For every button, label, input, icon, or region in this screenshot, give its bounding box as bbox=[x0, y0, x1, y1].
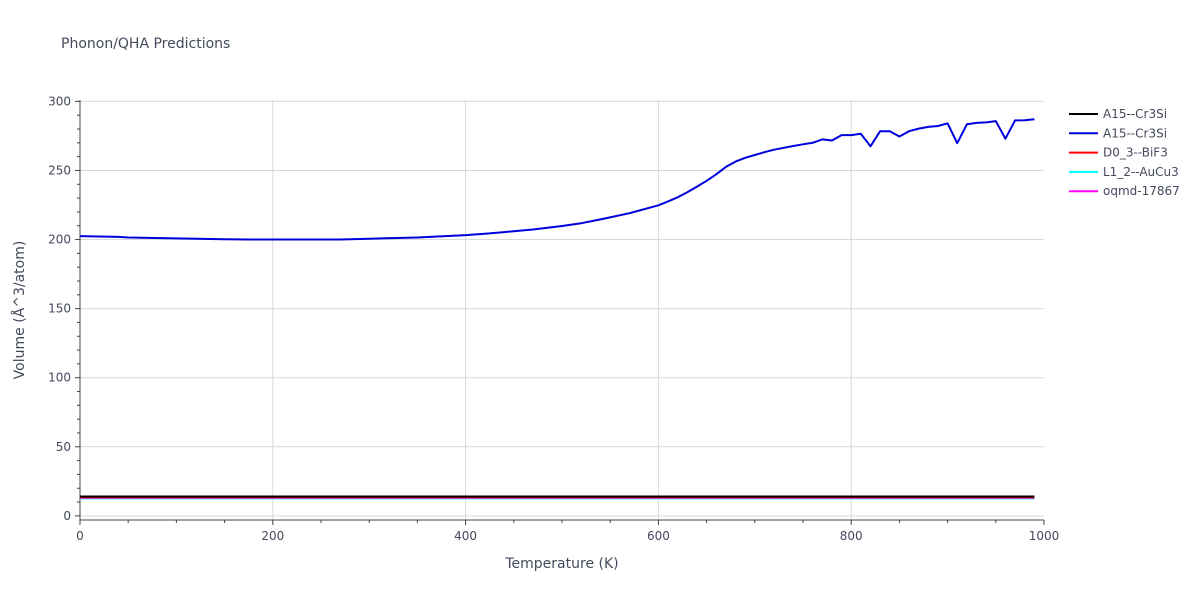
y-axis-label: Volume (Å^3/atom) bbox=[11, 241, 28, 380]
chart-title: Phonon/QHA Predictions bbox=[61, 36, 231, 52]
y-tick-label: 0 bbox=[63, 509, 71, 523]
y-tick-label: 100 bbox=[48, 371, 71, 385]
y-tick-label: 250 bbox=[48, 163, 71, 177]
legend-label: oqmd-17867 bbox=[1103, 184, 1180, 198]
legend: A15--Cr3Si A15--Cr3Si D0_3--BiF3 L1_2--AuCu… bbox=[1069, 107, 1180, 198]
x-tick-label: 600 bbox=[647, 529, 670, 543]
x-axis-label: Temperature (K) bbox=[504, 556, 618, 572]
x-tick-label: 800 bbox=[840, 529, 863, 543]
series-line bbox=[79, 118, 1035, 241]
grid-layer bbox=[80, 100, 1044, 520]
legend-label: D0_3--BiF3 bbox=[1103, 146, 1168, 160]
y-tick-label: 150 bbox=[48, 302, 71, 316]
legend-label: A15--Cr3Si bbox=[1103, 107, 1167, 121]
y-tick-label: 300 bbox=[48, 94, 71, 108]
x-tick-label: 200 bbox=[261, 529, 284, 543]
y-tick-label: 50 bbox=[56, 440, 71, 454]
x-tick-label: 0 bbox=[76, 529, 84, 543]
x-tick-label: 1000 bbox=[1029, 529, 1060, 543]
y-tick-label: 200 bbox=[48, 233, 71, 247]
legend-label: L1_2--AuCu3 bbox=[1103, 165, 1179, 179]
series-lines bbox=[79, 118, 1035, 500]
axes: 0 200 400 600 800 1000 0 50 100 150 200 250 300 bbox=[48, 94, 1059, 543]
x-tick-label: 400 bbox=[454, 529, 477, 543]
legend-label: A15--Cr3Si bbox=[1103, 126, 1167, 140]
